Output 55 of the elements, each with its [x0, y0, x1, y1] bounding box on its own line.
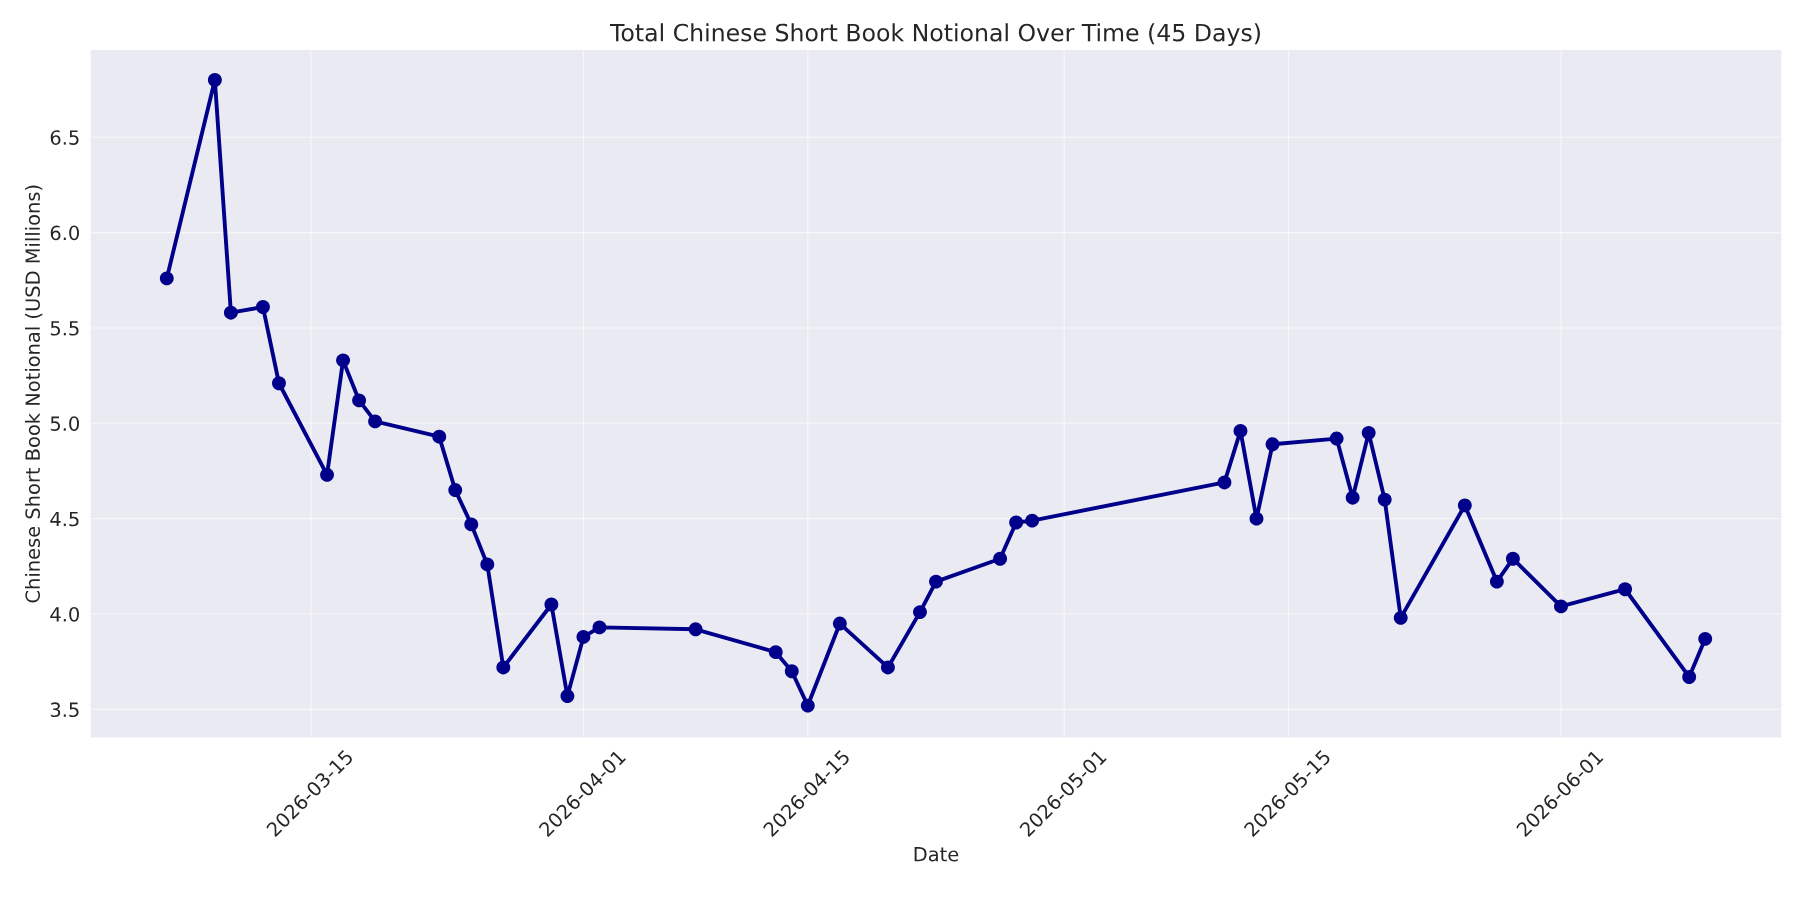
point — [929, 574, 943, 589]
point — [800, 698, 815, 713]
point — [1233, 424, 1248, 438]
point — [784, 664, 799, 679]
point — [272, 376, 286, 391]
y-tick-label: 6.5 — [50, 130, 79, 145]
point — [1265, 437, 1280, 452]
y-tick-label: 5.0 — [50, 416, 79, 431]
point — [159, 271, 174, 286]
point — [576, 629, 591, 644]
y-axis-title: Chinese Short Book Notional (USD Millions) — [24, 185, 43, 603]
point — [832, 616, 847, 631]
point — [1377, 492, 1392, 507]
point — [480, 557, 495, 572]
y-tick-label: 6.0 — [50, 225, 79, 241]
x-axis-title: Date — [914, 847, 959, 862]
point — [496, 660, 511, 675]
y-tick-label: 4.5 — [50, 511, 79, 527]
point — [207, 73, 222, 87]
point — [223, 305, 238, 320]
point — [1329, 431, 1344, 446]
point — [913, 605, 927, 620]
point — [352, 393, 367, 408]
point — [1682, 670, 1697, 684]
y-tick-label: 3.5 — [50, 702, 79, 718]
y-tick-label: 4.0 — [50, 606, 79, 622]
point — [1618, 582, 1633, 597]
point — [1393, 610, 1408, 625]
point — [1345, 490, 1360, 505]
point — [880, 660, 895, 675]
point — [592, 620, 607, 635]
point — [1217, 475, 1232, 490]
point — [1249, 511, 1264, 526]
point — [255, 300, 270, 314]
point — [993, 551, 1008, 566]
point — [320, 467, 334, 482]
point — [336, 353, 351, 368]
point — [1025, 513, 1040, 528]
point — [544, 597, 559, 612]
point — [688, 622, 703, 637]
point — [768, 645, 783, 660]
point — [368, 414, 383, 429]
point — [1361, 425, 1376, 440]
point — [432, 429, 447, 444]
point — [464, 517, 479, 532]
point — [560, 689, 575, 703]
point — [1457, 498, 1472, 513]
point — [1489, 574, 1504, 589]
point — [1009, 515, 1024, 530]
chart-title: Total Chinese Short Book Notional Over Time (45 Days) — [609, 23, 1260, 47]
point — [1554, 599, 1568, 614]
y-tick-label: 5.5 — [50, 321, 79, 336]
point — [1505, 551, 1520, 566]
point — [1698, 631, 1713, 646]
point — [448, 483, 463, 498]
